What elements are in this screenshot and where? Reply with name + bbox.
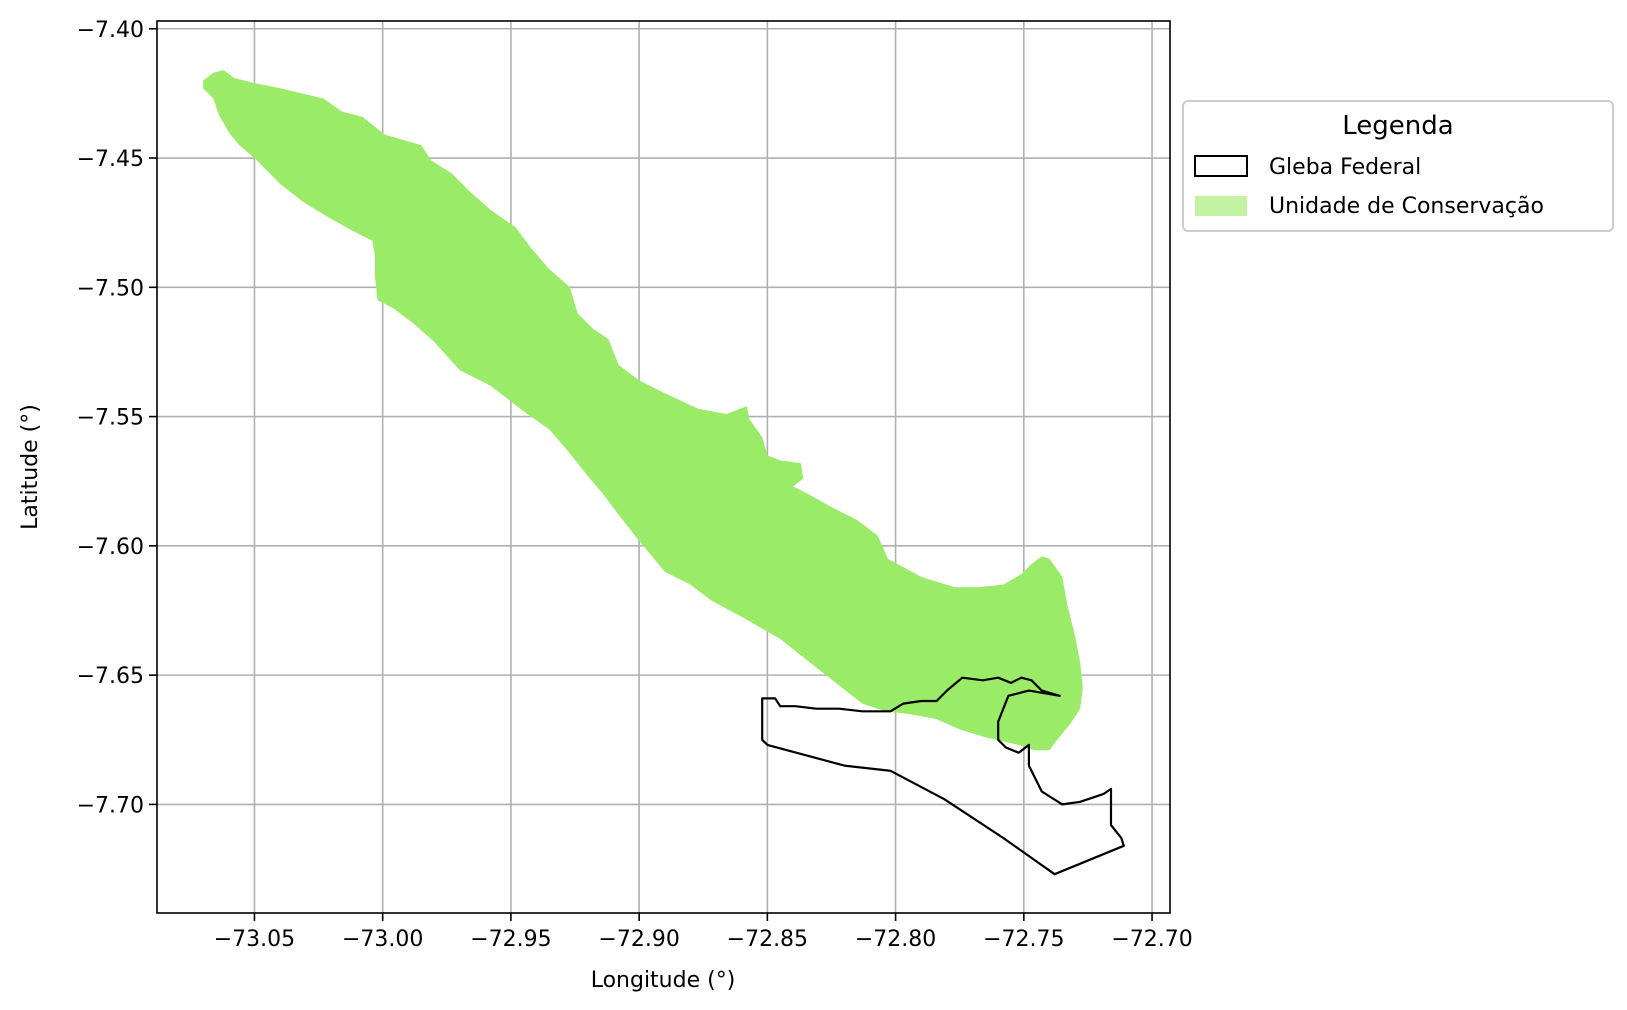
y-tick-label: −7.50 [77, 276, 144, 301]
x-tick-label: −72.80 [855, 927, 936, 952]
y-tick-label: −7.70 [77, 793, 144, 818]
x-tick-label: −73.05 [214, 927, 295, 952]
y-tick-label: −7.65 [77, 664, 144, 689]
x-tick-label: −72.90 [598, 927, 679, 952]
y-axis-title: Latitude (°) [18, 404, 43, 530]
x-tick-label: −72.75 [983, 927, 1064, 952]
y-tick-label: −7.40 [77, 18, 144, 43]
legend-box [1182, 100, 1614, 232]
x-axis-title: Longitude (°) [591, 968, 736, 993]
legend: Legenda Gleba Federal Unidade de Conserv… [1182, 100, 1614, 232]
y-tick-label: −7.45 [77, 147, 144, 172]
x-tick-label: −72.70 [1111, 927, 1192, 952]
grid-lines [157, 21, 1170, 913]
y-tick-label: −7.55 [77, 406, 144, 431]
y-tick-label: −7.60 [77, 535, 144, 560]
map-features [203, 70, 1125, 876]
plot-area: −73.05 −73.00 −72.95 −72.90 −72.85 −72.80 −72.… [77, 18, 1193, 952]
legend-swatch-gleba-federal [1194, 155, 1248, 177]
legend-title: Legenda [1342, 111, 1453, 141]
x-tick-label: −73.00 [342, 927, 423, 952]
gleba-federal-polygon [761, 676, 1125, 876]
legend-label-gleba-federal: Gleba Federal [1269, 155, 1421, 180]
unidade-conservacao-polygon [203, 70, 1083, 751]
plot-frame [156, 20, 1171, 914]
x-tick-label: −72.95 [470, 927, 551, 952]
axis-ticks: −73.05 −73.00 −72.95 −72.90 −72.85 −72.80 −72.… [77, 18, 1193, 952]
x-tick-label: −72.85 [727, 927, 808, 952]
legend-label-unidade-conservacao: Unidade de Conservação [1269, 194, 1544, 219]
legend-swatch-unidade-conservacao [1195, 196, 1247, 216]
